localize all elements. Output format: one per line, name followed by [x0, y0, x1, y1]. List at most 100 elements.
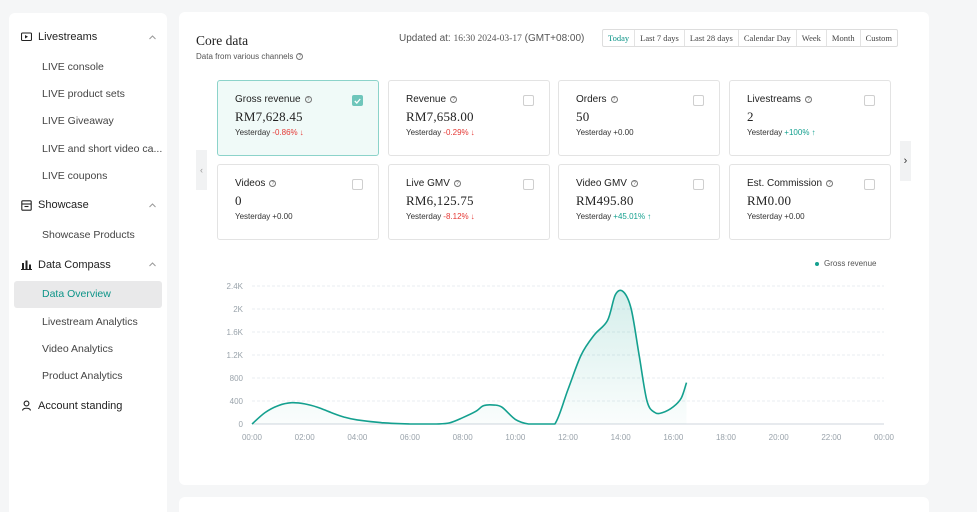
metric-label: Livestreams?	[747, 94, 890, 105]
x-tick-label: 22:00	[821, 433, 842, 442]
chevron-up-icon[interactable]	[147, 32, 157, 42]
metric-checkbox[interactable]	[352, 95, 363, 106]
metric-checkbox[interactable]	[523, 179, 534, 190]
metric-label-text: Gross revenue	[235, 94, 301, 105]
sidebar-item-live-and-short-video-ca[interactable]: LIVE and short video ca...	[42, 142, 162, 155]
x-tick-label: 00:00	[874, 433, 895, 442]
info-icon[interactable]: ?	[450, 96, 458, 103]
range-last-28-days[interactable]: Last 28 days	[683, 30, 738, 46]
metric-card-gross-revenue[interactable]: Gross revenue? RM7,628.45 Yesterday -0.86% ↓	[217, 80, 379, 156]
range-custom[interactable]: Custom	[859, 30, 897, 46]
sidebar-item-live-giveaway[interactable]: LIVE Giveaway	[42, 115, 114, 128]
series-line-gross-revenue	[251, 289, 688, 425]
info-icon[interactable]: ?	[269, 180, 277, 187]
page-title: Core data	[196, 33, 249, 48]
x-tick-label: 02:00	[295, 433, 316, 442]
y-tick-label: 2.4K	[227, 282, 244, 291]
delta-value: +45.01%	[613, 212, 646, 221]
metric-card-live-gmv[interactable]: Live GMV? RM6,125.75 Yesterday -8.12% ↓	[388, 164, 550, 240]
next-arrow-icon[interactable]: ›	[900, 141, 911, 181]
metric-label-text: Videos	[235, 178, 266, 189]
metric-value: 50	[576, 109, 590, 124]
metric-delta: Yesterday +100% ↑	[747, 128, 890, 137]
delta-value: -8.12%	[443, 212, 469, 221]
metric-delta: Yesterday +45.01% ↑	[576, 212, 719, 221]
info-icon[interactable]: ?	[304, 96, 312, 103]
x-tick-label: 04:00	[347, 433, 368, 442]
sidebar-item-data-overview[interactable]: Data Overview	[14, 280, 162, 309]
sidebar-item-product-analytics[interactable]: Product Analytics	[42, 370, 123, 383]
metric-card-video-gmv[interactable]: Video GMV? RM495.80 Yesterday +45.01% ↑	[558, 164, 720, 240]
metric-label-text: Orders	[576, 94, 607, 105]
metric-card-revenue[interactable]: Revenue? RM7,658.00 Yesterday -0.29% ↓	[388, 80, 550, 156]
chevron-up-icon[interactable]	[147, 260, 157, 270]
metric-label-text: Live GMV	[406, 178, 450, 189]
metric-card-videos[interactable]: Videos? 0 Yesterday +0.00	[217, 164, 379, 240]
chevron-up-icon[interactable]	[147, 200, 157, 210]
x-tick-label: 06:00	[400, 433, 421, 442]
metric-label: Revenue?	[406, 94, 549, 105]
sidebar-group-account-standing[interactable]: Account standing	[9, 395, 167, 417]
range-today[interactable]: Today	[608, 33, 630, 43]
sidebar-item-live-coupons[interactable]: LIVE coupons	[42, 169, 108, 182]
range-week[interactable]: Week	[795, 30, 826, 46]
metric-checkbox[interactable]	[864, 179, 875, 190]
metric-checkbox[interactable]	[864, 95, 875, 106]
metric-delta: Yesterday +0.00	[747, 212, 890, 221]
metric-label: Videos?	[235, 178, 378, 189]
sidebar-group-livestreams[interactable]: Livestreams	[9, 26, 167, 48]
metric-delta: Yesterday -0.29% ↓	[406, 128, 549, 137]
info-icon[interactable]: ?	[453, 180, 461, 187]
info-icon[interactable]: ?	[296, 53, 304, 60]
metric-checkbox[interactable]	[352, 179, 363, 190]
series-area	[252, 290, 687, 424]
info-icon[interactable]: ?	[610, 96, 618, 103]
sidebar-item-livestream-analytics[interactable]: Livestream Analytics	[42, 315, 138, 328]
sidebar-group-label: Data Compass	[38, 258, 111, 271]
sidebar-group-showcase[interactable]: Showcase	[9, 194, 167, 216]
metric-checkbox[interactable]	[693, 95, 704, 106]
showcase-icon	[20, 199, 32, 211]
metric-card-livestreams[interactable]: Livestreams? 2 Yesterday +100% ↑	[729, 80, 891, 156]
metric-value: RM495.80	[576, 193, 634, 208]
sidebar-item-live-console[interactable]: LIVE console	[42, 60, 104, 73]
metric-label-text: Est. Commission	[747, 178, 823, 189]
updated-time: 16:30 2024-03-17	[453, 34, 522, 44]
info-icon[interactable]: ?	[630, 180, 638, 187]
delta-value: -0.86%	[272, 128, 298, 137]
delta-label: Yesterday	[576, 128, 612, 137]
sidebar-item-video-analytics[interactable]: Video Analytics	[42, 343, 114, 356]
y-tick-label: 800	[230, 374, 244, 383]
sidebar-item-live-product-sets[interactable]: LIVE product sets	[42, 87, 125, 100]
x-tick-label: 08:00	[453, 433, 474, 442]
range-month[interactable]: Month	[825, 30, 860, 46]
metric-value: 0	[235, 193, 242, 208]
date-range-selector: Today Last 7 days Last 28 days Calendar Day…	[602, 29, 899, 47]
info-icon[interactable]: ?	[826, 180, 834, 187]
x-tick-label: 14:00	[611, 433, 632, 442]
account-icon	[20, 400, 32, 412]
arrow-down-icon: ↓	[299, 128, 304, 137]
metric-checkbox[interactable]	[693, 179, 704, 190]
updated-label: Updated at:	[399, 33, 451, 44]
metric-label: Live GMV?	[406, 178, 549, 189]
info-icon[interactable]: ?	[804, 96, 812, 103]
prev-arrow-icon[interactable]: ‹	[196, 150, 207, 190]
delta-label: Yesterday	[235, 128, 271, 137]
range-last-7-days[interactable]: Last 7 days	[634, 30, 684, 46]
delta-label: Yesterday	[747, 212, 783, 221]
metric-card-est-commission[interactable]: Est. Commission? RM0.00 Yesterday +0.00	[729, 164, 891, 240]
subtitle: Data from various channels ?	[196, 52, 304, 61]
sidebar-group-data-compass[interactable]: Data Compass	[9, 254, 167, 276]
metric-value: RM7,628.45	[235, 109, 303, 124]
x-tick-label: 10:00	[505, 433, 526, 442]
range-calendar-day[interactable]: Calendar Day	[737, 30, 796, 46]
metric-checkbox[interactable]	[523, 95, 534, 106]
livestream-icon	[20, 31, 32, 43]
metric-value: RM7,658.00	[406, 109, 474, 124]
y-tick-label: 0	[239, 420, 244, 429]
metric-card-orders[interactable]: Orders? 50 Yesterday +0.00	[558, 80, 720, 156]
delta-value: +0.00	[613, 128, 634, 137]
sidebar-item-showcase-products[interactable]: Showcase Products	[42, 229, 135, 242]
